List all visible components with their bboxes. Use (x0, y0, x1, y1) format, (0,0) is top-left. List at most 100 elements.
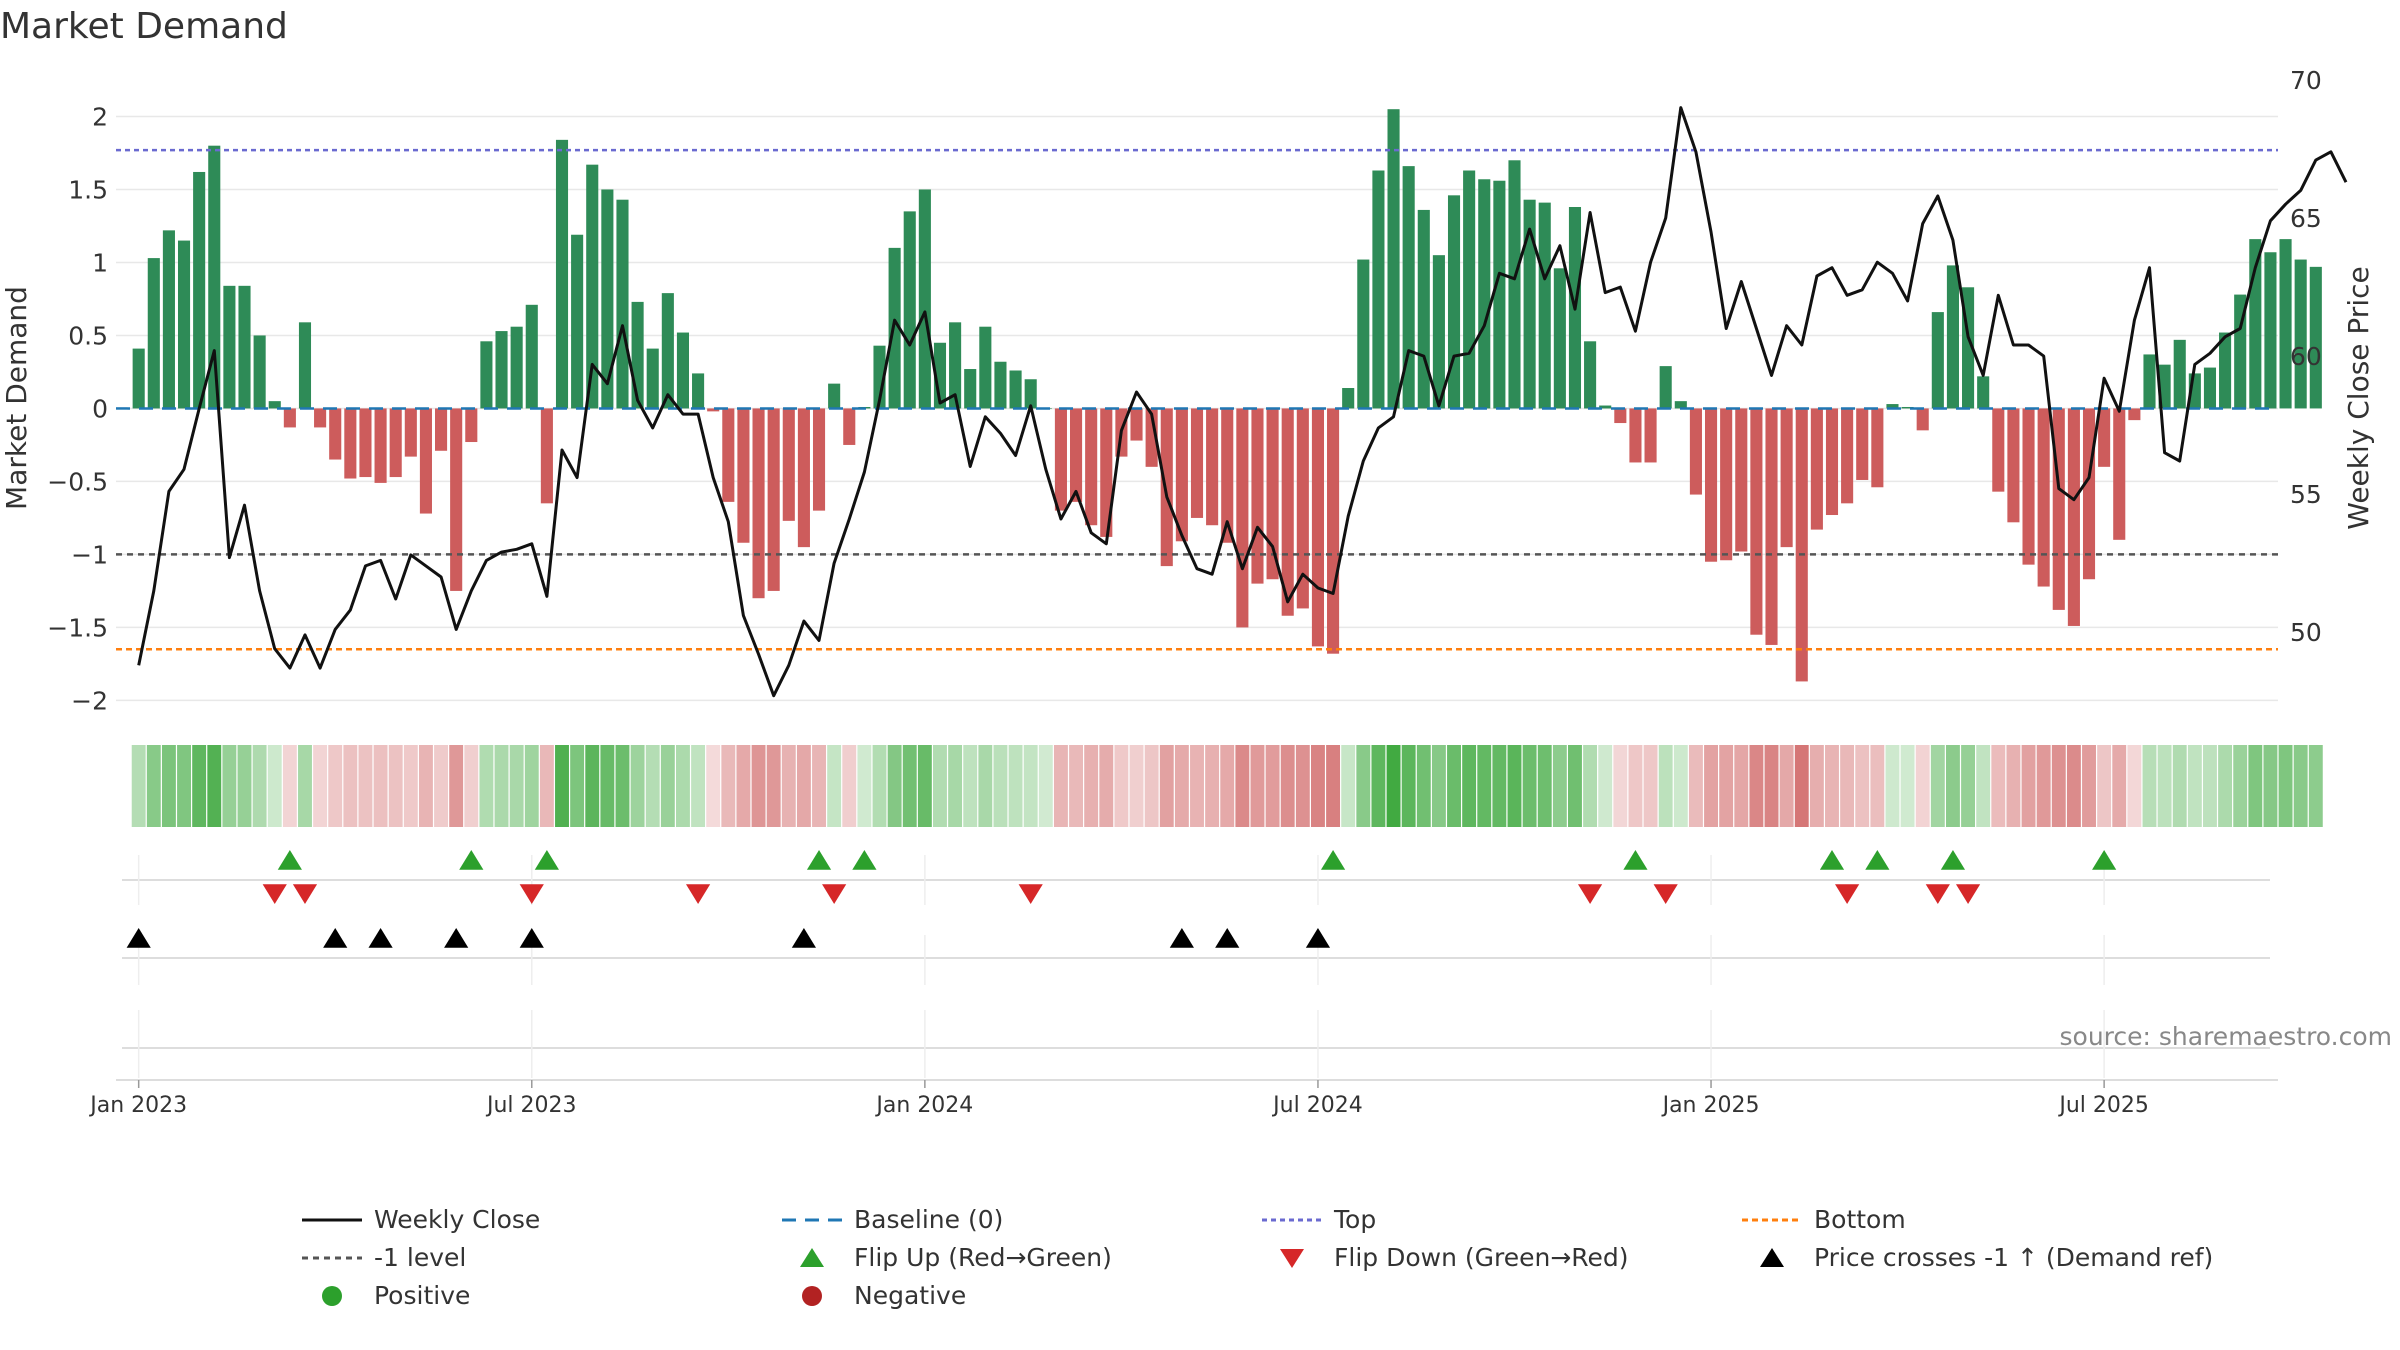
demand-bar (1311, 408, 1324, 647)
demand-bars (132, 109, 2322, 682)
demand-bar (1629, 408, 1642, 463)
heat-cell (1688, 745, 1703, 827)
demand-bar (601, 189, 614, 409)
heat-cell (313, 745, 328, 827)
demand-bar (1508, 160, 1521, 409)
heat-cell (933, 745, 947, 827)
legend-item-bottom: Bottom (1740, 1205, 1906, 1234)
heat-cell (1431, 745, 1446, 827)
heat-cell (902, 745, 917, 827)
legend-dot-swatch (322, 1285, 342, 1306)
heat-cell (1205, 745, 1220, 827)
event-markers (116, 850, 2278, 1081)
demand-bar (1493, 180, 1506, 409)
demand-bar (2113, 408, 2126, 540)
flip-up-marker (534, 850, 559, 870)
demand-bar (1856, 408, 1869, 480)
heat-cell (1144, 745, 1159, 827)
y-tick-label: 1 (92, 248, 108, 277)
heat-cell (2218, 745, 2233, 827)
demand-bar (2022, 408, 2035, 565)
demand-bar (1281, 408, 1294, 616)
heat-cell (131, 745, 146, 827)
heat-cell (1870, 745, 1885, 827)
heat-cell (464, 745, 479, 827)
demand-bar (828, 383, 841, 409)
demand-bar (2294, 259, 2307, 409)
heat-cell (978, 745, 993, 827)
heat-cell (1915, 745, 1930, 827)
heat-cell (1583, 745, 1598, 827)
heat-cell (2006, 745, 2021, 827)
legend-item-weekly-close: Weekly Close (300, 1205, 540, 1234)
heat-cell (1673, 745, 1688, 827)
positive-icon (322, 1285, 342, 1306)
legend-label: Flip Down (Green→Red) (1334, 1243, 1629, 1272)
heat-cell (1416, 745, 1431, 827)
y2-tick-label: 60 (2290, 342, 2322, 371)
demand-bar (389, 408, 402, 478)
demand-bar (1901, 406, 1914, 409)
demand-bar (1190, 408, 1204, 518)
demand-bar (2234, 294, 2247, 409)
heat-cell (282, 745, 297, 827)
demand-bar (435, 408, 448, 451)
flip-up-icon (800, 1247, 824, 1267)
demand-bar (2007, 408, 2020, 523)
demand-bar (1085, 408, 1098, 526)
demand-bar (1674, 401, 1687, 409)
legend-label: Top (1334, 1205, 1377, 1234)
heat-cell (2051, 745, 2066, 827)
demand-bar (2173, 339, 2186, 409)
demand-bar (964, 369, 977, 409)
heat-cell (1341, 745, 1356, 827)
legend-triangle-swatch (1760, 1247, 1784, 1267)
demand-bar (1387, 109, 1400, 409)
heat-cell (676, 745, 690, 827)
demand-bar (1825, 408, 1839, 516)
heat-cell (192, 745, 207, 827)
heat-cell (1250, 745, 1265, 827)
heat-cell (418, 745, 433, 827)
flip-up-marker (1819, 850, 1845, 870)
demand-bar (298, 322, 312, 409)
y2-tick-label: 50 (2290, 618, 2322, 647)
heat-cell (1809, 745, 1824, 827)
demand-bar (147, 258, 160, 409)
heat-cell (1961, 745, 1976, 827)
demand-bar (540, 408, 553, 504)
heat-cell (1099, 745, 1114, 827)
heat-cell (1129, 745, 1144, 827)
legend-item-minus1: -1 level (300, 1243, 466, 1272)
heat-cell (2112, 745, 2127, 827)
demand-bar (1810, 408, 1823, 530)
legend-label: Bottom (1814, 1205, 1906, 1234)
heat-cell (812, 745, 826, 827)
heat-cell (1643, 745, 1658, 827)
demand-bar (1251, 408, 1264, 584)
heat-cell (252, 745, 267, 827)
heat-cell (1220, 745, 1235, 827)
x-tick-label: Jan 2023 (88, 1093, 187, 1118)
weekly-close-series (137, 106, 2348, 698)
reference-lines (116, 148, 2278, 651)
demand-bar (752, 408, 765, 599)
heat-cell (1114, 745, 1129, 827)
demand-bar (949, 322, 962, 409)
demand-bar (1296, 408, 1309, 609)
heat-cell (207, 745, 222, 827)
demand-bar (571, 234, 584, 409)
demand-bar (661, 293, 674, 409)
demand-bar (1130, 408, 1143, 441)
demand-bar (132, 348, 145, 409)
demand-bar (1795, 408, 1808, 682)
heat-cell (2263, 745, 2278, 827)
demand-bar (1206, 408, 1219, 526)
heat-cell (1386, 745, 1401, 827)
heat-cell (1598, 745, 1613, 827)
demand-bar (707, 408, 720, 412)
demand-bar (450, 408, 463, 591)
demand-bar (238, 285, 251, 409)
heat-cell (751, 745, 766, 827)
y-tick-label: −1.5 (47, 613, 108, 642)
